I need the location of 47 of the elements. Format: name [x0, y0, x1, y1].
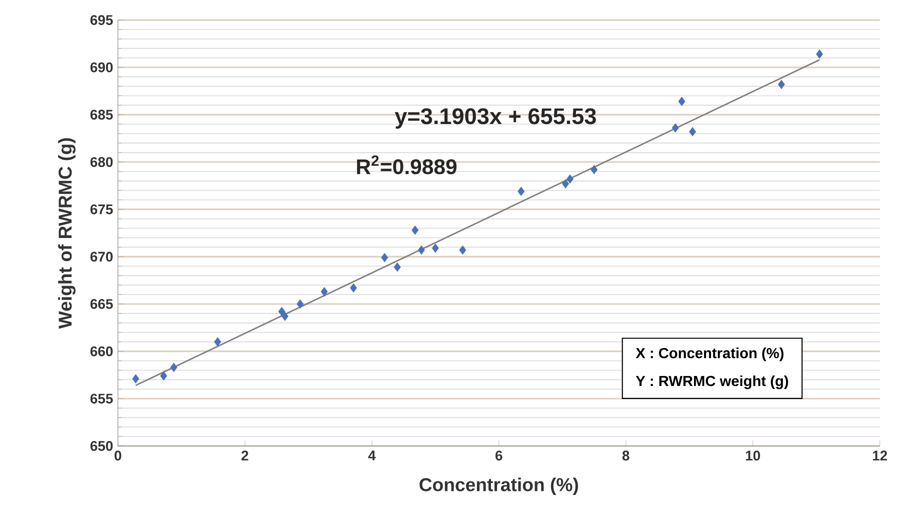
point [678, 96, 686, 106]
point [278, 306, 286, 316]
point [412, 226, 419, 235]
point [160, 371, 168, 380]
y-tick-label: 655 [90, 394, 113, 404]
point [281, 312, 288, 321]
y-tick-label: 685 [90, 110, 113, 120]
point [689, 127, 696, 136]
y-tick-label: 670 [90, 252, 113, 262]
point [320, 287, 328, 296]
point [432, 244, 439, 253]
y-tick-label: 665 [90, 298, 113, 309]
y-axis-title: Weight of RWRMC (g) [58, 138, 76, 329]
y-tick-label: 690 [90, 62, 113, 72]
y-tick-label: 695 [90, 15, 113, 25]
point [778, 80, 785, 89]
point [214, 337, 222, 346]
x-tick-label: 2 [242, 450, 248, 460]
point [672, 123, 679, 132]
point [170, 362, 178, 372]
y-tick-label: 660 [90, 346, 113, 356]
x-tick-label: 8 [622, 450, 630, 460]
y-tick-label: 650 [90, 440, 113, 451]
y-tick-label: 675 [90, 204, 113, 214]
point [518, 186, 525, 196]
point [590, 165, 598, 174]
x-axis-title: Concentration (%) [420, 478, 578, 495]
x-tick-label: 4 [368, 450, 376, 460]
point [381, 253, 388, 262]
point [132, 374, 140, 384]
point [394, 262, 401, 272]
x-tick-label: 10 [746, 450, 760, 460]
x-tick-label: 6 [496, 450, 502, 460]
point [418, 245, 425, 254]
point [816, 50, 823, 59]
point [296, 299, 304, 308]
y-tick-label: 680 [90, 157, 113, 167]
x-tick-label: 12 [872, 450, 888, 460]
x-tick-label: 0 [114, 450, 122, 460]
annotation: R$^{2}$=0.9889 [357, 155, 457, 174]
annotation: Y : RWRMC weight (g) [636, 375, 788, 390]
annotation: y=3.1903x + 655.53 [394, 108, 596, 129]
point [350, 283, 357, 292]
point [459, 245, 466, 254]
point [562, 179, 569, 188]
annotation: X : Concentration (%) [636, 348, 784, 362]
point [566, 174, 574, 184]
